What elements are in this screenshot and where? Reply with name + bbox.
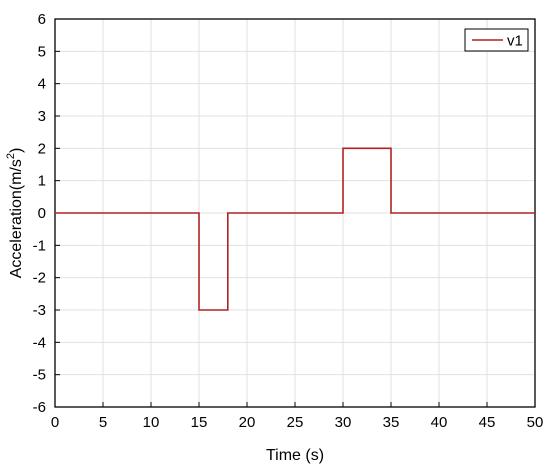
- y-tick-label--5: -5: [33, 367, 46, 384]
- y-tick-label--4: -4: [33, 334, 46, 351]
- x-tick-label-0: 0: [51, 414, 59, 431]
- x-tick-label-20: 20: [239, 414, 256, 431]
- x-tick-label-15: 15: [191, 414, 208, 431]
- x-tick-label-30: 30: [335, 414, 352, 431]
- y-tick-label--3: -3: [33, 302, 46, 319]
- y-tick-label--1: -1: [33, 237, 46, 254]
- y-axis-title-main: Acceleration(m/s: [8, 159, 25, 278]
- y-tick-label-1: 1: [38, 173, 46, 190]
- y-tick-label-3: 3: [38, 108, 46, 125]
- y-tick-label--6: -6: [33, 399, 46, 416]
- legend: v1: [464, 28, 529, 52]
- series-line-v1: [55, 147, 535, 311]
- x-tick-label-5: 5: [99, 414, 107, 431]
- x-tick-label-40: 40: [431, 414, 448, 431]
- x-axis-title: Time (s): [266, 447, 324, 464]
- y-tick-label-2: 2: [38, 140, 46, 157]
- x-tick-label-45: 45: [479, 414, 496, 431]
- y-axis-title-close: ): [8, 148, 25, 153]
- y-tick-label-4: 4: [38, 76, 46, 93]
- y-axis-title: Acceleration(m/s2): [5, 148, 25, 279]
- y-axis-title-superscript: 2: [5, 153, 17, 159]
- legend-label-v1: v1: [507, 33, 523, 50]
- y-tick-label-5: 5: [38, 43, 46, 60]
- x-tick-label-35: 35: [383, 414, 400, 431]
- y-tick-label-0: 0: [38, 205, 46, 222]
- x-axis: 0 5 10 15 20 25 30 35 40 45 50: [51, 402, 544, 431]
- x-tick-label-50: 50: [527, 414, 544, 431]
- x-tick-label-25: 25: [287, 414, 304, 431]
- x-tick-label-10: 10: [143, 414, 160, 431]
- y-axis: 6 5 4 3 2 1 0 -1 -2 -3 -4 -5 -6: [33, 11, 60, 416]
- y-tick-label-6: 6: [38, 11, 46, 28]
- y-tick-label--2: -2: [33, 270, 46, 287]
- series-layer: [55, 147, 535, 311]
